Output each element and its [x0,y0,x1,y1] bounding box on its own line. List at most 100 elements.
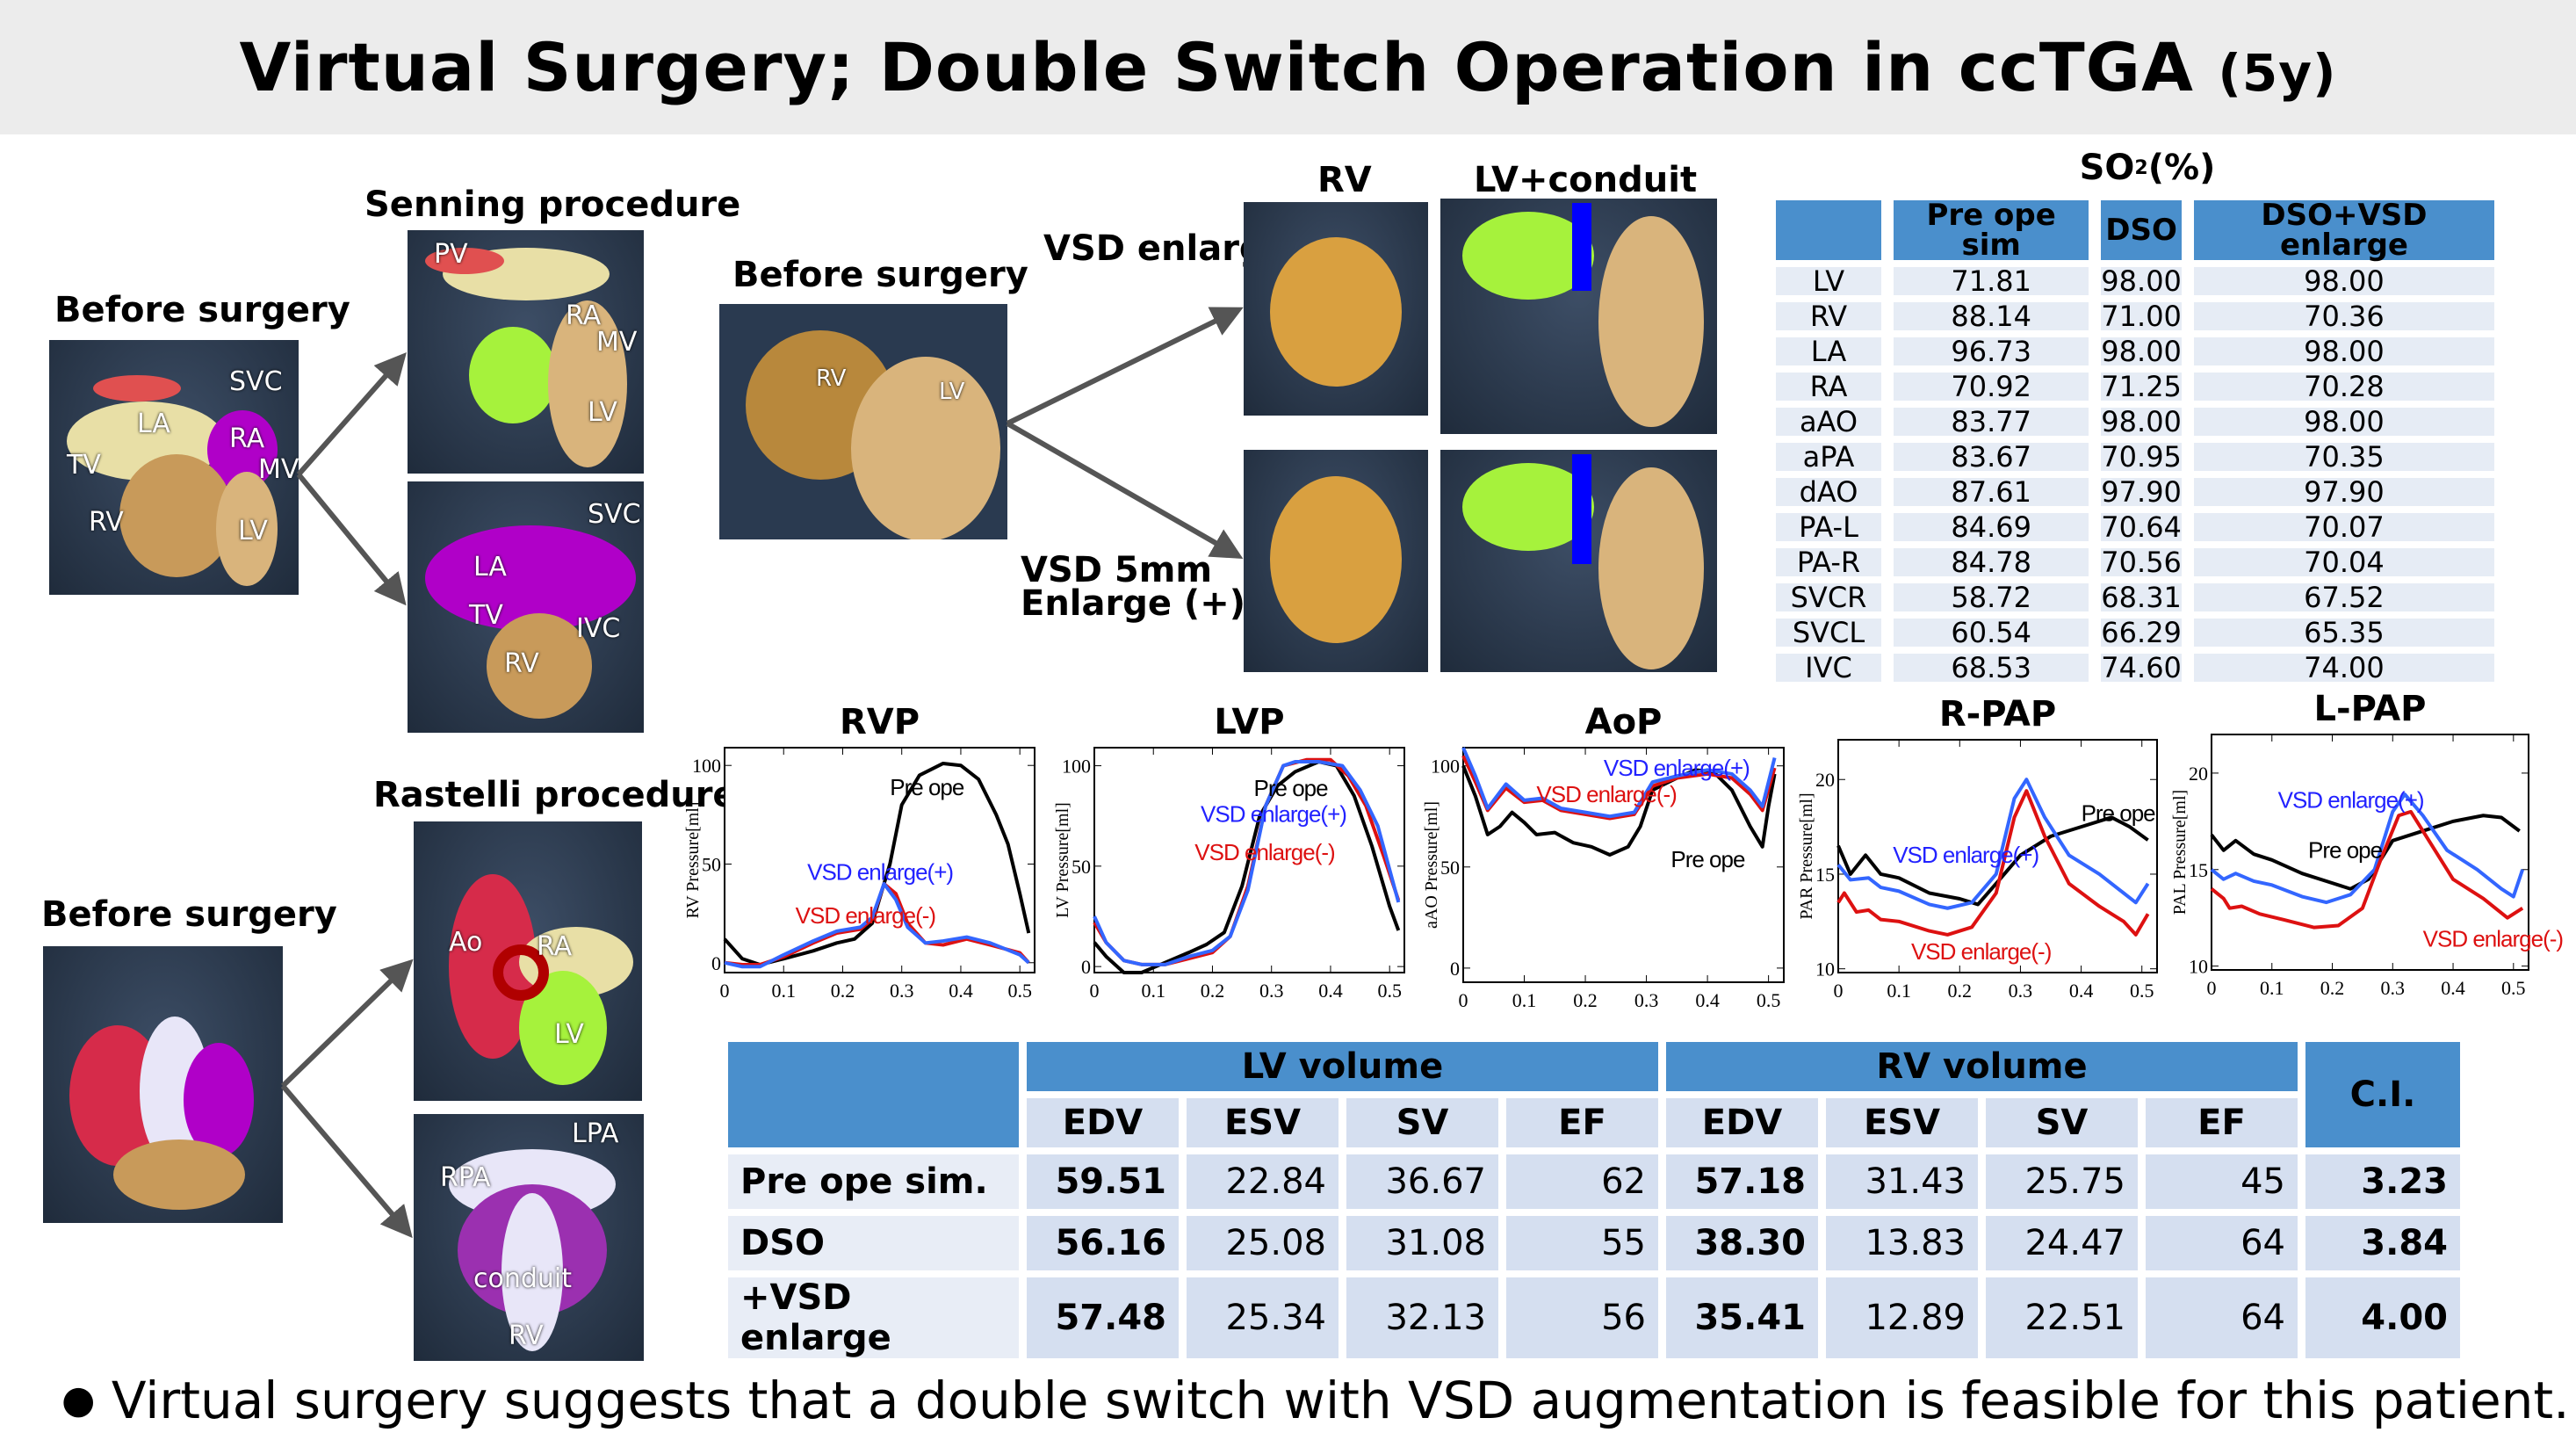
bullet-icon: ● [61,1378,96,1422]
so2-cell: RV [1776,302,1881,330]
img-label: LV [939,379,965,405]
volume-cell: 36.67 [1346,1154,1498,1209]
x-tick-label: 0 [1834,980,1844,1002]
x-tick-label: 0.1 [1141,980,1165,1002]
x-tick-label: 0 [1090,980,1100,1002]
volume-subheader: EF [2146,1098,2298,1147]
volume-cell: 32.13 [1346,1277,1498,1358]
img-label: RPA [440,1162,491,1193]
so2-cell: 74.00 [2193,654,2494,682]
volume-cell: 45 [2146,1154,2298,1209]
x-tick-label: 0.3 [1634,989,1659,1011]
arrow-icon [1006,421,1244,559]
so2-cell: 70.07 [2193,513,2494,541]
so2-cell: 84.69 [1894,513,2089,541]
so2-cell: RA [1776,373,1881,401]
img-label: Ao [449,927,483,958]
volume-subheader: SV [1346,1098,1498,1147]
volume-row: DSO 56.16 25.08 31.08 55 38.30 13.83 24.47 64 3.8… [728,1216,2460,1270]
x-tick-label: 0.2 [1573,989,1598,1011]
so2-title-unit: (%) [2147,148,2216,188]
img-label: PV [434,239,468,270]
y-axis-label: PAL Pressure[ml] [2170,790,2190,915]
img-label: RV [509,1320,544,1351]
x-tick-label: 0.2 [1201,980,1225,1002]
so2-cell: 88.14 [1894,302,2089,330]
label-rastelli: Rastelli procedure [373,775,737,815]
volume-subheader: ESV [1187,1098,1339,1147]
chart-l-pap: 0 0.1 0.2 0.3 0.4 0.5 10 15 20 PAL Pressure[ml] Pr… [2170,734,2564,999]
volume-row-label: DSO [728,1216,1019,1270]
x-tick-label: 0.3 [890,980,914,1002]
x-tick-label: 0.5 [1007,980,1032,1002]
so2-cell: 74.60 [2101,651,2182,684]
y-tick-label: 20 [1815,769,1835,791]
so2-cell: aAO [1776,408,1881,436]
volume-cell: 13.83 [1826,1216,1978,1270]
volume-cell: 25.08 [1187,1216,1339,1270]
x-tick-label: 0.3 [2009,980,2033,1002]
img-label: SVC [588,499,641,530]
img-label: RA [229,423,265,454]
heart-model-senning-2: SVC LA TV IVC RV [408,481,644,733]
so2-cell: 70.92 [1894,373,2089,401]
series-annotation: VSD enlarge(+) [1201,801,1346,828]
x-tick-label: 0.5 [2130,980,2154,1002]
series-annotation: Pre ope [2082,800,2156,827]
series-line-0 [2210,814,2521,891]
y-tick-label: 50 [1072,856,1091,878]
lv-conduit-model-vsd-plus [1440,450,1717,672]
volume-cell: 64 [2146,1277,2298,1358]
so2-header: DSO [2101,200,2182,260]
x-tick-label: 0 [720,980,730,1002]
arrow-icon [1006,307,1244,426]
volume-subheader: SV [1986,1098,2138,1147]
heart-model-center-before: RV LV [719,304,1007,539]
so2-row: RV 88.14 71.00 70.36 [1776,302,2494,330]
volume-row: +VSD enlarge 57.48 25.34 32.13 56 35.41 12.89 2… [728,1277,2460,1358]
x-tick-label: 0.4 [2441,977,2465,999]
volume-cell: 62 [1506,1154,1658,1209]
series-annotation: VSD enlarge(-) [2423,926,2564,952]
chart-lvp: 0 0.1 0.2 0.3 0.4 0.5 0 50 100 LV Pressure[ml] Pre… [1053,747,1405,1002]
volume-table: LV volume RV volume C.I. EDV ESV SV EF EDV ES… [720,1035,2468,1365]
label-col-rv: RV [1317,160,1372,200]
y-tick-label: 100 [692,755,721,777]
volume-cell: 25.34 [1187,1277,1339,1358]
so2-cell: 98.00 [2101,264,2182,298]
x-tick-label: 0.2 [1948,980,1973,1002]
volume-row-label: +VSD enlarge [728,1277,1019,1358]
series-annotation: VSD enlarge(+) [1604,755,1750,781]
chart-title: AoP [1584,702,1663,742]
volume-cell: 22.51 [1986,1277,2138,1358]
series-line-2 [1836,789,2150,937]
series-annotation: VSD enlarge(+) [1893,842,2038,868]
y-tick-label: 0 [1081,956,1091,978]
title-text: Virtual Surgery; Double Switch Operation… [239,28,2194,106]
so2-cell: 68.53 [1894,654,2089,682]
volume-cell: 64 [2146,1216,2298,1270]
page-title: Virtual Surgery; Double Switch Operation… [239,28,2336,106]
label-vsd-plus: VSD 5mm Enlarge (+) [1021,553,1245,621]
x-tick-label: 0 [2207,977,2217,999]
so2-header [1776,200,1881,260]
lv-conduit-model-vsd-minus [1440,199,1717,434]
so2-row: dAO 87.61 97.90 97.90 [1776,478,2494,506]
so2-row: IVC 68.53 74.60 74.00 [1776,654,2494,682]
x-tick-label: 0.4 [1318,980,1343,1002]
so2-cell: 70.36 [2193,302,2494,330]
y-tick-label: 20 [2189,763,2208,785]
series-line-2 [2210,809,2524,930]
volume-row: Pre ope sim. 59.51 22.84 36.67 62 57.18 31.43 2… [728,1154,2460,1209]
so2-row: SVCR 58.72 68.31 67.52 [1776,583,2494,611]
volume-cell: 3.84 [2305,1216,2460,1270]
heart-model-rastelli-1: Ao RA LV [414,821,642,1101]
img-label: TV [469,600,503,631]
img-label: RA [566,300,602,331]
volume-cell: 57.18 [1666,1154,1818,1209]
img-label: LA [473,552,507,582]
volume-cell: 55 [1506,1216,1658,1270]
rv-model-vsd-minus [1244,202,1428,416]
so2-cell: 87.61 [1894,478,2089,506]
volume-cell: 31.08 [1346,1216,1498,1270]
